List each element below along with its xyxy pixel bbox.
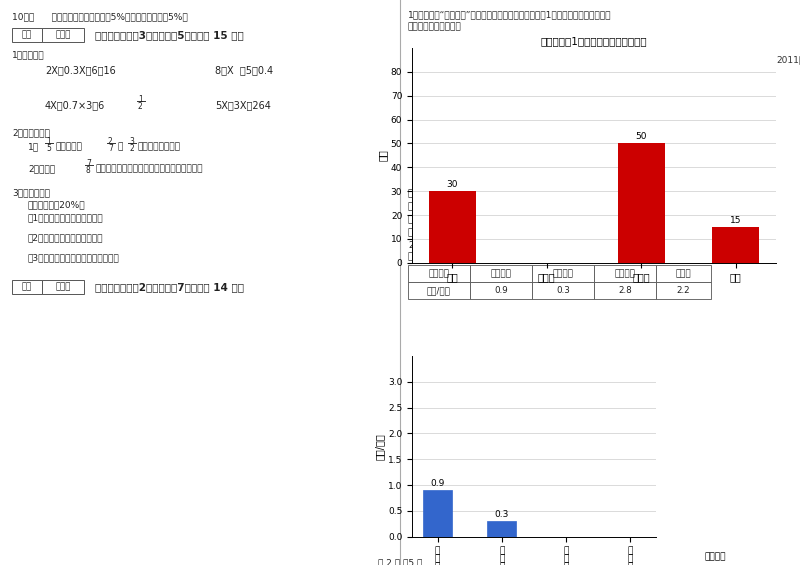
FancyBboxPatch shape <box>42 28 84 42</box>
Bar <box>487 521 516 537</box>
Text: （2）在这1小时内，闯红灯的最多的是________，有______辆。: （2）在这1小时内，闯红灯的最多的是________，有______辆。 <box>408 201 582 210</box>
FancyBboxPatch shape <box>656 265 711 282</box>
Text: 和乙数相等，甲数和乙数的比的比値是多少？: 和乙数相等，甲数和乙数的比的比値是多少？ <box>95 164 202 173</box>
Text: （2）乙数比甲数少百分之几？: （2）乙数比甲数少百分之几？ <box>28 233 103 242</box>
Text: 2．截止2008年3月31日，报名申请成为北京奥运会志愿者的，除我国大陆的106.4万人外，其: 2．截止2008年3月31日，报名申请成为北京奥运会志愿者的，除我国大陆的106… <box>408 240 656 249</box>
Bar <box>712 227 759 263</box>
Bar <box>423 490 452 537</box>
Text: 2011年6月: 2011年6月 <box>777 55 800 64</box>
FancyBboxPatch shape <box>532 265 594 282</box>
Text: 1．为了创建“文明城市”，交通部门在某个十字路口统计1个小时内闯红灯的情况，: 1．为了创建“文明城市”，交通部门在某个十字路口统计1个小时内闯红灯的情况， <box>408 10 611 19</box>
Text: 评卷人: 评卷人 <box>55 31 70 40</box>
Bar <box>429 191 476 263</box>
Text: 3．列式计算。: 3．列式计算。 <box>12 188 50 197</box>
Text: 7: 7 <box>108 144 113 153</box>
FancyBboxPatch shape <box>42 280 84 294</box>
Text: 2X－0.3X－6＝16: 2X－0.3X－6＝16 <box>45 65 116 75</box>
Text: 10．（      ）一个正方形的边长增加5%，它的面积也增加5%。: 10．（ ）一个正方形的边长增加5%，它的面积也增加5%。 <box>12 12 188 21</box>
Text: （4）看了上面的统计图，你有什么想法？: （4）看了上面的统计图，你有什么想法？ <box>408 227 506 236</box>
Text: 台湾同胞: 台湾同胞 <box>553 269 574 278</box>
Text: （3）闯红灯的行人数量是汽车的______%，闯红灯的汽车数量是电动车的______%。: （3）闯红灯的行人数量是汽车的______%，闯红灯的汽车数量是电动车的____… <box>408 214 631 223</box>
Text: 与: 与 <box>117 142 122 151</box>
Text: 的倒数减去: 的倒数减去 <box>55 142 82 151</box>
Text: 2: 2 <box>138 102 142 111</box>
Text: 1、: 1、 <box>28 142 39 151</box>
Text: 4X＋0.7×3＝6: 4X＋0.7×3＝6 <box>45 100 106 110</box>
Text: 它的报名人数如下表：: 它的报名人数如下表： <box>408 252 461 261</box>
Text: 0.3: 0.3 <box>556 286 570 295</box>
Text: 评卷人: 评卷人 <box>55 282 70 292</box>
Text: （1）闯红灯的汽车数量是摩托车的75%，闯红灯的摩托车有______辆，请将统计图补充完整。: （1）闯红灯的汽车数量是摩托车的75%，闯红灯的摩托车有______辆，请将统计… <box>408 188 643 197</box>
Text: 四、计算题（关3小题，每题5分，共计 15 分）: 四、计算题（关3小题，每题5分，共计 15 分） <box>95 30 244 40</box>
Text: 甲数比乙数多20%。: 甲数比乙数多20%。 <box>28 200 86 209</box>
Text: 2: 2 <box>129 144 134 153</box>
Text: 15: 15 <box>730 216 742 224</box>
Text: 五、综合题（关2小题，每题7分，共计 14 分）: 五、综合题（关2小题，每题7分，共计 14 分） <box>95 282 244 292</box>
Text: （3）甲数是甲乙两数和的百分之几？: （3）甲数是甲乙两数和的百分之几？ <box>28 253 120 262</box>
Text: 3: 3 <box>129 137 134 146</box>
Text: 5X＋3X＝264: 5X＋3X＝264 <box>215 100 271 110</box>
FancyBboxPatch shape <box>594 282 656 299</box>
Text: 0.3: 0.3 <box>494 510 509 519</box>
Text: 30: 30 <box>446 180 458 189</box>
FancyBboxPatch shape <box>12 28 42 42</box>
Text: 人员类别: 人员类别 <box>429 269 450 278</box>
Text: 1．解方程：: 1．解方程： <box>12 50 45 59</box>
FancyBboxPatch shape <box>594 265 656 282</box>
Text: 1: 1 <box>138 95 142 104</box>
Text: 华侨华人: 华侨华人 <box>614 269 635 278</box>
FancyBboxPatch shape <box>656 282 711 299</box>
Text: 8: 8 <box>86 166 90 175</box>
Text: 人员类别: 人员类别 <box>704 552 726 561</box>
Text: 50: 50 <box>635 132 647 141</box>
Text: 1: 1 <box>46 137 50 146</box>
FancyBboxPatch shape <box>470 265 532 282</box>
Text: 人数/万人: 人数/万人 <box>427 286 451 295</box>
Text: 2.8: 2.8 <box>618 286 632 295</box>
Text: 5: 5 <box>46 144 51 153</box>
FancyBboxPatch shape <box>408 265 470 282</box>
Text: 7: 7 <box>86 159 91 168</box>
Text: 得分: 得分 <box>22 282 32 292</box>
Text: 的积，差是多少？: 的积，差是多少？ <box>138 142 181 151</box>
Text: （1）甲数是乙数的百分之几？: （1）甲数是乙数的百分之几？ <box>28 213 104 222</box>
Text: 外国人: 外国人 <box>676 269 691 278</box>
FancyBboxPatch shape <box>408 282 470 299</box>
Y-axis label: 数量: 数量 <box>378 150 388 161</box>
Bar <box>618 144 665 263</box>
FancyBboxPatch shape <box>470 282 532 299</box>
Title: 某十字路口1小时内闯红灯情况统计图: 某十字路口1小时内闯红灯情况统计图 <box>541 36 647 46</box>
Text: 制成了统计图。如图：: 制成了统计图。如图： <box>408 22 462 31</box>
Text: 2.2: 2.2 <box>677 286 690 295</box>
Text: 港澳同胞: 港澳同胞 <box>490 269 511 278</box>
Text: 2．列式计算：: 2．列式计算： <box>12 128 50 137</box>
Text: 第 2 页 共5 页: 第 2 页 共5 页 <box>378 558 422 565</box>
Text: 得分: 得分 <box>22 31 32 40</box>
Text: 0.9: 0.9 <box>430 479 445 488</box>
Text: 8：X  ＝5：0.4: 8：X ＝5：0.4 <box>215 65 273 75</box>
Text: 2、甲数的: 2、甲数的 <box>28 164 55 173</box>
FancyBboxPatch shape <box>532 282 594 299</box>
Text: 2: 2 <box>108 137 113 146</box>
FancyBboxPatch shape <box>12 280 42 294</box>
Text: 0.9: 0.9 <box>494 286 508 295</box>
Y-axis label: 人数/万人: 人数/万人 <box>375 433 385 460</box>
